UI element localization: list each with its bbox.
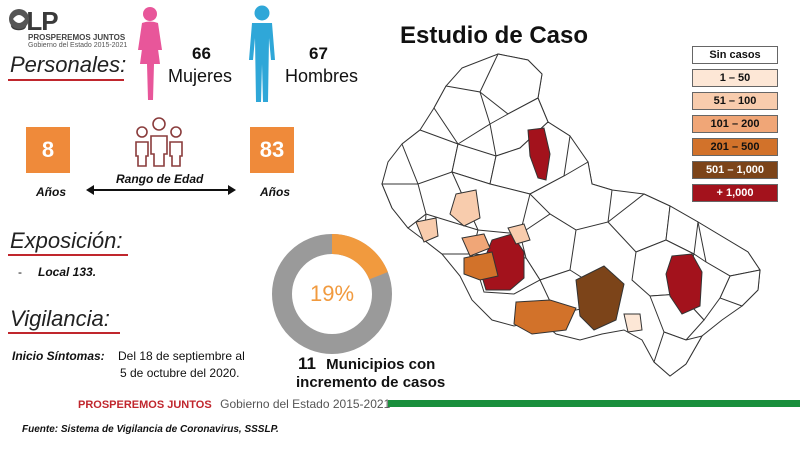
map-municipio-1000plus	[527, 127, 551, 181]
legend-item-label: Sin casos	[709, 49, 761, 61]
age-min-unit: Años	[36, 185, 66, 199]
legend-item: Sin casos	[692, 46, 778, 64]
exposicion-label: Exposición:	[10, 228, 123, 253]
age-range-label: Rango de Edad	[116, 172, 204, 186]
map-municipio-51-100	[507, 223, 531, 245]
age-max-box: 83	[250, 127, 294, 173]
map-municipio	[719, 269, 761, 307]
legend-item: 51 – 100	[692, 92, 778, 110]
exposicion-bullet: -	[18, 265, 22, 279]
legend-item-label: 101 – 200	[710, 118, 760, 130]
map-municipio-201-500	[513, 299, 577, 335]
vigilancia-label: Vigilancia:	[10, 306, 110, 331]
legend-item-label: + 1,000	[716, 187, 754, 199]
inicio-sintomas-line1: Del 18 de septiembre al	[118, 349, 245, 363]
page-title: Estudio de Caso	[400, 22, 589, 49]
age-max-value: 83	[259, 137, 285, 162]
legend-item: + 1,000	[692, 184, 778, 202]
women-label: Mujeres	[168, 66, 233, 86]
women-count: 66	[192, 44, 211, 63]
municipios-line2: incremento de casos	[296, 374, 446, 391]
people-group-icon	[135, 117, 183, 167]
map-municipio	[653, 331, 704, 377]
percentage-donut: 19%	[272, 234, 392, 354]
footer-green-bar	[388, 400, 800, 407]
men-count: 67	[309, 44, 328, 63]
donut-percent-text: 19%	[310, 281, 354, 306]
state-map	[381, 53, 761, 377]
footer-gray-text: Gobierno del Estado 2015-2021	[220, 397, 391, 411]
map-municipio-1-50	[623, 313, 643, 333]
map-municipio	[381, 183, 427, 229]
age-max-unit: Años	[260, 185, 290, 199]
map-municipio	[451, 171, 531, 235]
logo-government: Gobierno del Estado 2015-2021	[28, 42, 128, 49]
legend-item: 101 – 200	[692, 115, 778, 133]
men-label: Hombres	[285, 66, 359, 86]
source-note: Fuente: Sistema de Vigilancia de Coronav…	[22, 424, 279, 435]
legend-item: 501 – 1,000	[692, 161, 778, 179]
donut-fill	[272, 234, 392, 354]
legend-item-label: 51 – 100	[713, 95, 757, 107]
footer-slogan: PROSPEREMOS JUNTOS Gobierno del Estado 2…	[78, 395, 390, 413]
age-range-arrow-icon	[86, 185, 236, 195]
inicio-sintomas-line2: 5 de octubre del 2020.	[120, 366, 240, 380]
logo-emblem-icon	[9, 9, 29, 29]
exposicion-underline	[8, 254, 128, 256]
map-municipio-51-100	[449, 189, 481, 227]
map-municipio	[401, 129, 459, 185]
male-figure-icon	[249, 5, 275, 102]
map-municipio-201-500	[463, 251, 499, 281]
map-municipio-1000plus	[665, 253, 703, 315]
municipios-number: 11	[298, 354, 316, 373]
legend-item-label: 501 – 1,000	[705, 164, 765, 176]
female-figure-icon	[138, 7, 162, 100]
legend-item: 1 – 50	[692, 69, 778, 87]
personales-label: Personales:	[10, 52, 127, 77]
map-municipio-101-200	[461, 233, 491, 257]
municipios-line1: Municipios con	[326, 356, 436, 373]
map-municipio-51-100	[415, 217, 439, 243]
legend: Sin casos 1 – 50 51 – 100 101 – 200 201 …	[692, 46, 782, 207]
vigilancia-underline	[8, 332, 120, 334]
age-min-box: 8	[26, 127, 70, 173]
map-municipio-501-1000	[575, 265, 625, 331]
map-municipio	[433, 85, 491, 145]
inicio-sintomas-label: Inicio Síntomas:	[12, 349, 105, 363]
exposicion-item: Local 133.	[38, 265, 97, 279]
legend-item: 201 – 500	[692, 138, 778, 156]
personales-underline	[8, 79, 124, 81]
legend-item-label: 1 – 50	[719, 72, 751, 84]
legend-item-label: 201 – 500	[710, 141, 760, 153]
age-min-value: 8	[41, 137, 55, 162]
municipios-line1-wrap: 11 Municipios con	[298, 354, 435, 374]
footer-red-text: PROSPEREMOS JUNTOS	[78, 399, 212, 411]
logo-slogan: PROSPEREMOS JUNTOS	[28, 33, 126, 42]
